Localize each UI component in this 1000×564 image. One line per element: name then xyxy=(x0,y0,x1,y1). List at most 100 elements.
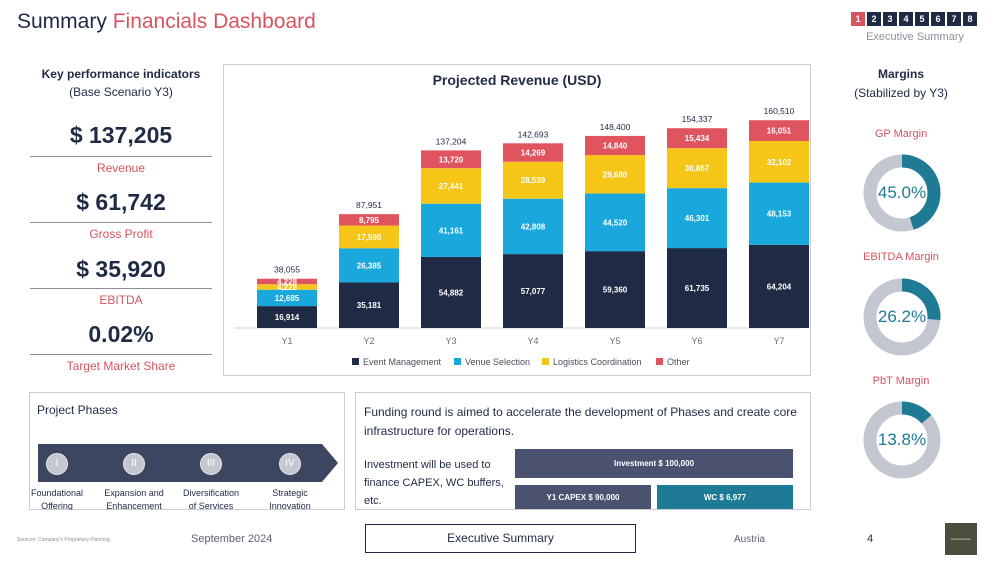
bar-value-label: 28,539 xyxy=(521,176,546,185)
page-tab-4[interactable]: 4 xyxy=(899,12,913,26)
funding-panel: Funding round is aimed to accelerate the… xyxy=(355,392,811,510)
bar-value-label: 8,795 xyxy=(359,216,380,225)
bar-value-label: 32,102 xyxy=(767,158,792,167)
x-tick-label: Y1 xyxy=(281,336,292,346)
page-tab-3[interactable]: 3 xyxy=(883,12,897,26)
pbt-margin-value: 13.8% xyxy=(877,430,927,449)
bar-segment-y7-0 xyxy=(749,244,809,328)
bar-value-label: 15,434 xyxy=(685,134,710,143)
page-tab-7[interactable]: 7 xyxy=(947,12,961,26)
kpi-value: $ 137,205 xyxy=(30,118,212,157)
bar-segment-y4-0 xyxy=(503,254,563,328)
bar-value-label: 59,360 xyxy=(603,286,628,295)
bar-segment-y3-1 xyxy=(421,203,481,257)
gp-margin-label: GP Margin xyxy=(874,128,928,140)
bar-segment-y4-1 xyxy=(503,198,563,255)
kpi-label: EBITDA xyxy=(99,293,143,307)
kpi-gross-profit: $ 61,742 Gross Profit xyxy=(30,185,212,241)
kpi-value: $ 35,920 xyxy=(30,252,212,289)
x-tick-label: Y4 xyxy=(527,336,538,346)
page-number: 4 xyxy=(867,533,874,545)
bar-total-label: 137,204 xyxy=(436,136,467,146)
bar-segment-y4-3 xyxy=(503,143,563,162)
bar-segment-y3-0 xyxy=(421,256,481,328)
ebitda-margin-donut: 26.2% xyxy=(861,276,943,358)
donut-fill xyxy=(863,278,941,356)
page-tab-8[interactable]: 8 xyxy=(963,12,977,26)
bar-segment-y2-3 xyxy=(339,214,399,226)
bar-segment-y5-0 xyxy=(585,251,645,328)
phases-title: Project Phases xyxy=(37,403,118,417)
margins-header: Margins (Stabilized by Y3) xyxy=(838,67,964,100)
bar-segment-y6-0 xyxy=(667,248,727,328)
bar-total-label: 87,951 xyxy=(356,200,382,210)
page-title-main: Summary xyxy=(17,10,107,33)
bar-value-label: 57,077 xyxy=(521,287,546,296)
bar-value-label: 42,808 xyxy=(521,222,546,231)
investment-usage: Investment will be used to finance CAPEX… xyxy=(364,459,504,507)
funding-description: Funding round is aimed to accelerate the… xyxy=(364,405,797,438)
x-tick-label: Y3 xyxy=(445,336,456,346)
bar-value-label: 44,520 xyxy=(603,218,628,227)
phase-4-marker: IV xyxy=(279,453,301,475)
bar-segment-y5-1 xyxy=(585,193,645,252)
footer-source: Sources: Company's Proprietary Planning xyxy=(17,537,110,543)
bar-segment-y7-2 xyxy=(749,141,809,183)
bar-value-label: 54,882 xyxy=(439,288,464,297)
investment-bar: Investment $ 100,000 xyxy=(515,449,793,478)
kpi-title: Key performance indicators xyxy=(41,67,201,81)
gp-margin-donut: 45.0% xyxy=(861,152,943,234)
kpi-ebitda: $ 35,920 EBITDA xyxy=(30,252,212,307)
phase-3-label: Diversification xyxy=(182,488,240,498)
phase-1-sublabel: Offering xyxy=(41,501,73,510)
bar-segment-y6-1 xyxy=(667,188,727,249)
footer-country: Austria xyxy=(734,534,766,545)
kpi-header: Key performance indicators (Base Scenari… xyxy=(30,67,212,99)
bar-segment-y1-0 xyxy=(257,306,317,328)
bar-value-label: 4,228 xyxy=(277,283,298,292)
kpi-value: $ 61,742 xyxy=(30,185,212,223)
capex-bar: Y1 CAPEX $ 90,000 xyxy=(515,485,651,509)
bar-value-label: 64,204 xyxy=(767,282,792,291)
bar-value-label: 30,867 xyxy=(685,164,710,173)
donut-fill xyxy=(863,154,941,232)
legend-label: Logistics Coordination xyxy=(553,357,642,367)
legend-label: Other xyxy=(667,357,690,367)
page-tab-1[interactable]: 1 xyxy=(851,12,865,26)
phase-3-sublabel: of Services xyxy=(188,501,234,510)
footer-section-button[interactable]: Executive Summary xyxy=(365,524,636,553)
legend-swatch xyxy=(656,358,663,365)
page-tab-2[interactable]: 2 xyxy=(867,12,881,26)
x-tick-label: Y2 xyxy=(363,336,374,346)
pbt-margin-label: PbT Margin xyxy=(872,375,930,387)
bar-segment-y6-2 xyxy=(667,148,727,189)
bar-segment-y4-2 xyxy=(503,161,563,199)
bar-total-label: 38,055 xyxy=(274,265,300,275)
page-tab-5[interactable]: 5 xyxy=(915,12,929,26)
bar-segment-y3-3 xyxy=(421,150,481,169)
legend-swatch xyxy=(352,358,359,365)
gp-margin-ring xyxy=(863,154,941,232)
page-tab-6[interactable]: 6 xyxy=(931,12,945,26)
pbt-margin-ring xyxy=(863,401,941,479)
x-tick-label: Y5 xyxy=(609,336,620,346)
kpi-revenue: $ 137,205 Revenue xyxy=(30,118,212,175)
phase-1-label: Foundational xyxy=(30,488,84,498)
legend-swatch xyxy=(454,358,461,365)
bar-segment-y2-2 xyxy=(339,225,399,249)
footer-date: September 2024 xyxy=(191,533,273,545)
bar-value-label: 13,720 xyxy=(439,155,464,164)
margins-subtitle: (Stabilized by Y3) xyxy=(854,86,948,100)
kpi-label: Target Market Share xyxy=(66,359,176,373)
company-logo: EventVentures xyxy=(945,523,977,555)
bar-total-label: 154,337 xyxy=(682,114,713,124)
page-title: Summary Financials Dashboard xyxy=(17,10,316,34)
bar-segment-y3-2 xyxy=(421,168,481,204)
bar-value-label: 35,181 xyxy=(357,301,382,310)
page-title-accent: Financials Dashboard xyxy=(112,10,316,33)
phases-arrow xyxy=(38,444,338,482)
kpi-value: 0.02% xyxy=(30,317,212,355)
bar-total-label: 148,400 xyxy=(600,122,631,132)
phase-1-marker: I xyxy=(46,453,68,475)
